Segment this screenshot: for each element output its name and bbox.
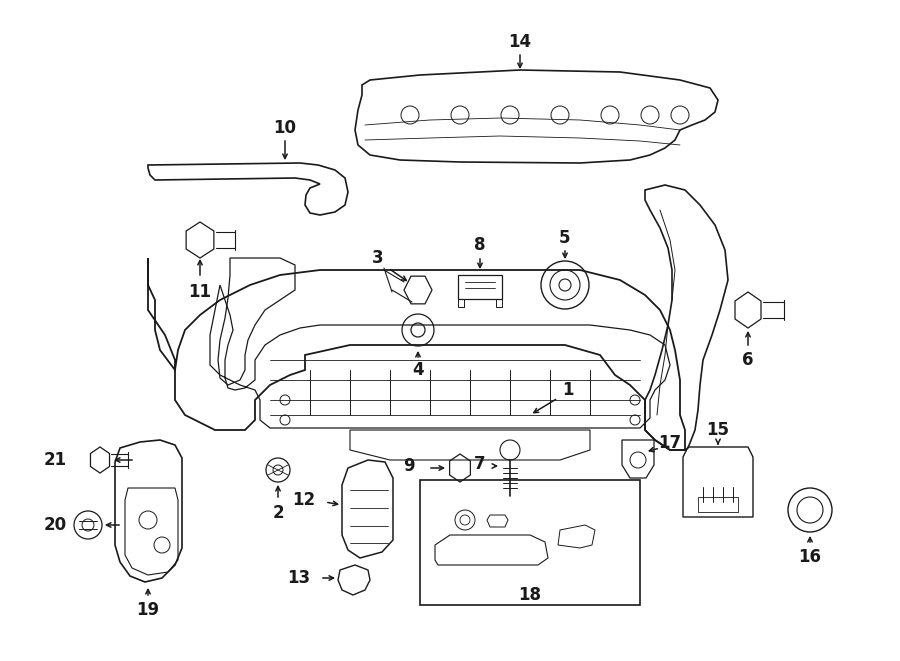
Text: 3: 3 — [373, 249, 383, 267]
Text: 20: 20 — [43, 516, 67, 534]
Text: 7: 7 — [474, 455, 486, 473]
Text: 19: 19 — [137, 601, 159, 619]
Text: 10: 10 — [274, 119, 296, 137]
Text: 13: 13 — [287, 569, 310, 587]
Text: 12: 12 — [292, 491, 315, 509]
Text: 15: 15 — [706, 421, 730, 439]
Bar — [420, 480, 640, 605]
Text: 14: 14 — [508, 33, 532, 51]
Text: 4: 4 — [412, 361, 424, 379]
Text: 21: 21 — [43, 451, 67, 469]
Text: 16: 16 — [798, 548, 822, 566]
Text: 18: 18 — [518, 586, 542, 604]
Text: 6: 6 — [742, 351, 754, 369]
Text: 11: 11 — [188, 283, 212, 301]
Text: 5: 5 — [559, 229, 571, 247]
Text: 17: 17 — [659, 434, 681, 452]
Text: 2: 2 — [272, 504, 284, 522]
Bar — [698, 497, 738, 512]
Text: 1: 1 — [562, 381, 574, 399]
Text: 8: 8 — [474, 236, 486, 254]
Text: 9: 9 — [403, 457, 415, 475]
